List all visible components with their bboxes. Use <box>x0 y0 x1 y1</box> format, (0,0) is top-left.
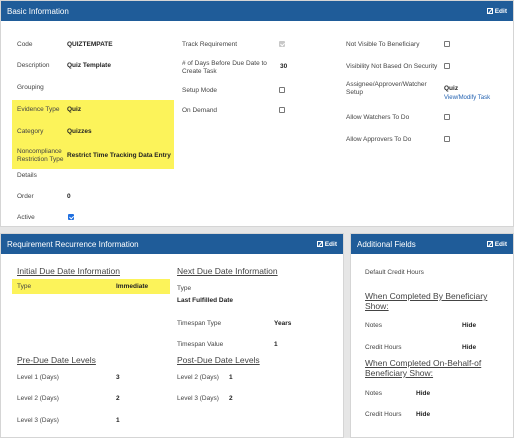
highlight-block <box>12 100 174 169</box>
pre-level-3-value: 1 <box>116 417 120 424</box>
completed-by-heading: When Completed By Beneficiary Show: <box>365 291 488 311</box>
cb-notes-label: Notes <box>365 322 382 329</box>
panel-title: Requirement Recurrence Information <box>7 239 139 249</box>
description-value: Quiz Template <box>67 62 111 69</box>
edit-icon <box>486 241 493 247</box>
details-label: Details <box>17 172 37 179</box>
allow-approvers-label: Allow Approvers To Do <box>346 136 412 143</box>
category-label: Category <box>17 128 44 135</box>
post-level-3-label: Level 3 (Days) <box>177 395 219 402</box>
active-label: Active <box>17 214 35 221</box>
allow-approvers-checkbox[interactable] <box>444 136 450 142</box>
additional-edit-button[interactable]: Edit <box>486 240 507 248</box>
cob-notes-label: Notes <box>365 390 382 397</box>
cob-credit-value: Hide <box>416 411 431 418</box>
additional-fields-header: Additional Fields Edit <box>351 234 513 254</box>
highlight-block <box>12 279 170 294</box>
not-visible-label: Not Visible To Beneficiary <box>346 41 420 48</box>
cb-credit-value: Hide <box>462 344 477 351</box>
on-demand-label: On Demand <box>182 107 218 114</box>
initial-type-value: Immediate <box>116 283 149 290</box>
not-visible-checkbox[interactable] <box>444 41 450 47</box>
track-requirement-label: Track Requirement <box>182 41 238 48</box>
timespan-value-label: Timespan Value <box>177 341 224 348</box>
cb-notes-value: Hide <box>462 322 477 329</box>
recurrence-panel: Requirement Recurrence Information Edit … <box>0 233 344 438</box>
view-modify-task-link[interactable]: View/Modify Task <box>444 95 491 101</box>
noncompliance-label: Noncompliance Restriction Type <box>17 148 64 163</box>
pre-level-1-label: Level 1 (Days) <box>17 374 59 381</box>
code-label: Code <box>17 41 33 48</box>
edit-icon <box>486 8 493 14</box>
timespan-type-value: Years <box>274 320 292 327</box>
evidence-type-label: Evidence Type <box>17 106 60 113</box>
days-before-due-value: 30 <box>280 63 288 70</box>
post-level-3-value: 2 <box>229 395 233 402</box>
allow-watchers-label: Allow Watchers To Do <box>346 114 410 121</box>
timespan-value-value: 1 <box>274 341 278 348</box>
post-level-2-value: 1 <box>229 374 233 381</box>
code-value: QUIZTEMPATE <box>67 41 113 48</box>
allow-watchers-checkbox[interactable] <box>444 114 450 120</box>
order-value: 0 <box>67 193 71 200</box>
visibility-security-checkbox[interactable] <box>444 63 450 69</box>
next-due-date-heading: Next Due Date Information <box>177 266 278 276</box>
timespan-type-label: Timespan Type <box>177 320 222 327</box>
basic-information-header: Basic Information Edit <box>1 1 513 21</box>
edit-icon <box>316 241 323 247</box>
category-value: Quizzes <box>67 128 92 135</box>
evidence-type-value: Quiz <box>67 106 82 113</box>
assignee-setup-value: Quiz <box>444 85 459 92</box>
pre-level-1-value: 3 <box>116 374 120 381</box>
pre-level-2-label: Level 2 (Days) <box>17 395 59 402</box>
visibility-security-label: Visibility Not Based On Security <box>346 63 438 70</box>
on-demand-checkbox[interactable] <box>279 107 285 113</box>
assignee-setup-label: Assignee/Approver/Watcher Setup <box>346 81 427 96</box>
default-credit-hours-label: Default Credit Hours <box>365 269 424 276</box>
edit-label: Edit <box>324 240 337 248</box>
pre-level-2-value: 2 <box>116 395 120 402</box>
cob-credit-label: Credit Hours <box>365 411 402 418</box>
pre-due-date-heading: Pre-Due Date Levels <box>17 355 96 365</box>
initial-due-date-heading: Initial Due Date Information <box>17 266 120 276</box>
basic-edit-button[interactable]: Edit <box>486 7 507 15</box>
edit-label: Edit <box>494 240 507 248</box>
track-requirement-checkbox <box>279 41 285 47</box>
noncompliance-value: Restrict Time Tracking Data Entry <box>67 152 171 159</box>
cb-credit-label: Credit Hours <box>365 344 402 351</box>
additional-fields-panel: Additional Fields Edit Default Credit Ho… <box>350 233 514 438</box>
description-label: Description <box>17 62 50 69</box>
setup-mode-label: Setup Mode <box>182 87 218 94</box>
panel-title: Basic Information <box>7 6 69 16</box>
post-due-date-heading: Post-Due Date Levels <box>177 355 260 365</box>
basic-information-panel: Basic Information Edit Code QUIZTEMPATE … <box>0 0 514 227</box>
completed-behalf-heading: When Completed On-Behalf-of Beneficiary … <box>365 358 482 378</box>
pre-level-3-label: Level 3 (Days) <box>17 417 59 424</box>
active-checkbox[interactable] <box>68 214 74 220</box>
setup-mode-checkbox[interactable] <box>279 87 285 93</box>
next-type-label: Type <box>177 285 192 292</box>
post-level-2-label: Level 2 (Days) <box>177 374 219 381</box>
grouping-label: Grouping <box>17 84 44 91</box>
recurrence-header: Requirement Recurrence Information Edit <box>1 234 343 254</box>
days-before-due-label: # of Days Before Due Date to Create Task <box>182 60 267 75</box>
cob-notes-value: Hide <box>416 390 431 397</box>
order-label: Order <box>17 193 34 200</box>
initial-type-label: Type <box>17 283 32 290</box>
edit-label: Edit <box>494 7 507 15</box>
next-type-value: Last Fulfilled Date <box>177 297 233 304</box>
panel-title: Additional Fields <box>357 239 416 249</box>
recurrence-edit-button[interactable]: Edit <box>316 240 337 248</box>
